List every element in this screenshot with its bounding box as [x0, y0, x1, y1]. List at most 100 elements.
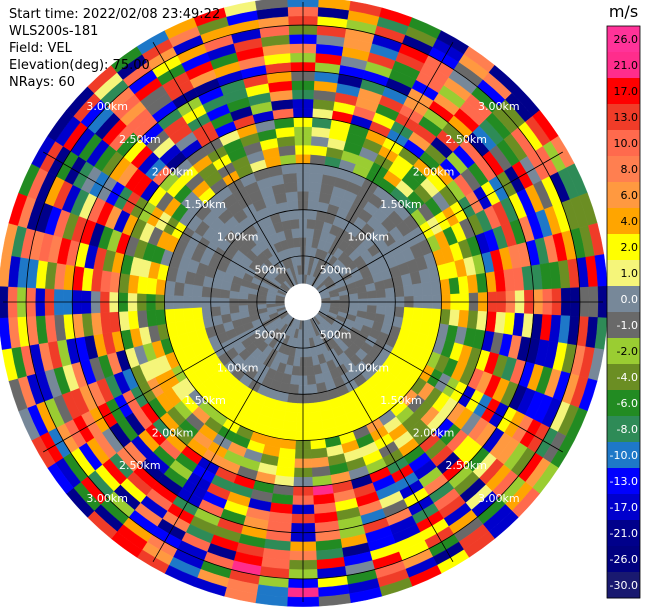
- velocity-gate: [255, 0, 288, 11]
- velocity-gate: [136, 309, 149, 329]
- velocity-gate: [366, 290, 377, 299]
- velocity-gate: [276, 456, 296, 469]
- range-ring-label: 1.00km: [217, 231, 259, 244]
- velocity-gate: [276, 135, 296, 148]
- colorbar-tick-label: -10.0: [610, 449, 638, 462]
- range-ring-label: 3.00km: [86, 100, 128, 113]
- velocity-gate: [289, 218, 300, 230]
- velocity-gate: [306, 374, 317, 386]
- colorbar-tick-label: -4.0: [617, 371, 638, 384]
- colorbar-tick-label: 8.0: [621, 163, 639, 176]
- colorbar-bin: [607, 416, 640, 443]
- colorbar-bin: [607, 494, 640, 521]
- velocity-gate: [182, 307, 194, 321]
- velocity-gate: [403, 307, 414, 320]
- velocity-gate: [282, 172, 297, 184]
- velocity-gate: [310, 447, 328, 459]
- velocity-gate: [310, 145, 328, 157]
- velocity-gate: [292, 237, 301, 248]
- velocity-gate: [284, 181, 298, 193]
- velocity-gate: [278, 145, 296, 157]
- colorbar-bin: [607, 234, 640, 261]
- colorbar-bin: [607, 338, 640, 365]
- colorbar-bin: [607, 312, 640, 339]
- velocity-gate: [0, 317, 12, 350]
- range-ring-label: 1.00km: [217, 361, 259, 374]
- colorbar-tick-label: -13.0: [610, 475, 638, 488]
- velocity-gate: [219, 305, 231, 316]
- velocity-gate: [286, 200, 299, 212]
- range-ring-label: 2.50km: [445, 459, 487, 472]
- range-ring-label: 1.50km: [380, 198, 422, 211]
- velocity-gate: [412, 283, 424, 297]
- velocity-gate: [384, 306, 396, 317]
- range-ring-label: 1.00km: [348, 231, 390, 244]
- velocity-gate: [305, 356, 314, 367]
- colorbar-bin: [607, 286, 640, 313]
- colorbar-tick-label: -30.0: [610, 579, 638, 592]
- velocity-gate: [430, 308, 442, 324]
- velocity-gate: [238, 304, 249, 313]
- nrays-label: NRays: 60: [9, 75, 75, 90]
- velocity-gate: [278, 447, 296, 459]
- range-ring-label: 3.00km: [478, 492, 520, 505]
- velocity-gate: [375, 288, 387, 299]
- range-ring-label: 2.50km: [119, 459, 161, 472]
- velocity-gate: [357, 291, 368, 300]
- velocity-gate: [192, 284, 203, 297]
- range-ring-grid: [3, 2, 603, 602]
- velocity-gate: [288, 383, 299, 395]
- range-ring-label: 500m: [320, 329, 352, 342]
- colorbar-bin: [607, 52, 640, 79]
- colorbar-bin: [607, 442, 640, 469]
- range-ring-label: 2.50km: [445, 133, 487, 146]
- range-ring-label: 3.00km: [478, 100, 520, 113]
- colorbar-tick-label: 2.0: [621, 241, 639, 254]
- velocity-gate: [430, 280, 442, 296]
- range-ring-labels: 500m 500m 500m 500m 1.00km 1.00km 1.00km 1.00km…: [86, 100, 519, 505]
- colorbar-bin: [607, 546, 640, 573]
- colorbar-tick-label: -6.0: [617, 397, 638, 410]
- velocity-gate: [412, 307, 424, 321]
- colorbar-tick-label: 6.0: [621, 189, 639, 202]
- colorbar-bin: [607, 364, 640, 391]
- colorbar-tick-label: 21.0: [614, 59, 639, 72]
- colorbar-bin: [607, 520, 640, 547]
- colorbar-bin: [607, 208, 640, 235]
- velocity-gate: [310, 456, 330, 469]
- velocity-gate: [173, 308, 185, 323]
- colorbar-tick-label: -2.0: [617, 345, 638, 358]
- velocity-gate: [229, 305, 240, 314]
- velocity-gate: [403, 284, 414, 297]
- colorbar-bin: [607, 468, 640, 495]
- colorbar-tick-label: 13.0: [614, 111, 639, 124]
- colorbar-tick-label: 0.0: [621, 293, 639, 306]
- elevation-label: Elevation(deg): 75.00: [9, 58, 150, 73]
- velocity-gate: [210, 287, 222, 298]
- velocity-gate: [210, 306, 222, 317]
- velocity-gate: [192, 307, 203, 320]
- colorbar-frame: [606, 25, 641, 599]
- velocity-gate: [288, 209, 299, 221]
- colorbar-bin: [607, 260, 640, 287]
- colorbar-tick-label: 26.0: [614, 33, 639, 46]
- velocity-gate: [457, 309, 470, 329]
- colorbar-bin: [607, 156, 640, 183]
- velocity-gate: [281, 163, 297, 175]
- colorbar-title: m/s: [609, 2, 638, 21]
- colorbar: m/s 26.0 21.0 17.0 13.0 10.0 8.0 6.0 4.0 2.0 1.0 0.…: [606, 2, 641, 599]
- velocity-gate: [309, 172, 324, 184]
- colorbar-bin: [607, 26, 640, 53]
- range-ring-label: 500m: [255, 329, 287, 342]
- velocity-gate: [146, 309, 158, 327]
- velocity-gate: [173, 281, 185, 296]
- velocity-gate: [282, 420, 297, 432]
- field-label: Field: VEL: [9, 41, 72, 56]
- range-ring-label: 1.00km: [348, 361, 390, 374]
- velocity-gate: [286, 392, 299, 404]
- colorbar-tick-label: -1.0: [617, 319, 638, 332]
- range-ring-label: 2.50km: [119, 133, 161, 146]
- azimuth-spoke: [152, 41, 304, 303]
- velocity-gate: [384, 287, 396, 298]
